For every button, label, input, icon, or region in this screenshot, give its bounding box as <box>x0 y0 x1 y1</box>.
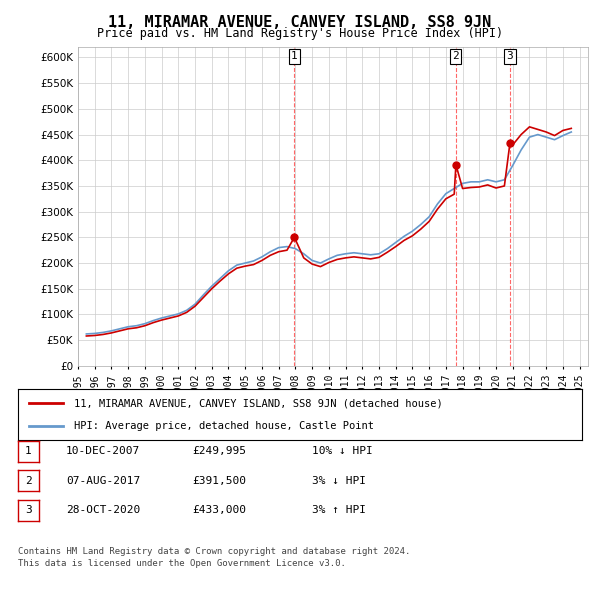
Text: 07-AUG-2017: 07-AUG-2017 <box>66 476 140 486</box>
Text: £249,995: £249,995 <box>192 447 246 456</box>
Text: This data is licensed under the Open Government Licence v3.0.: This data is licensed under the Open Gov… <box>18 559 346 568</box>
Text: 28-OCT-2020: 28-OCT-2020 <box>66 506 140 515</box>
Text: 3: 3 <box>506 51 513 61</box>
Text: 3% ↓ HPI: 3% ↓ HPI <box>312 476 366 486</box>
Text: 2: 2 <box>452 51 459 61</box>
Text: £391,500: £391,500 <box>192 476 246 486</box>
Text: 3% ↑ HPI: 3% ↑ HPI <box>312 506 366 515</box>
Text: 3: 3 <box>25 506 32 515</box>
Text: 10-DEC-2007: 10-DEC-2007 <box>66 447 140 456</box>
Text: £433,000: £433,000 <box>192 506 246 515</box>
Text: Price paid vs. HM Land Registry's House Price Index (HPI): Price paid vs. HM Land Registry's House … <box>97 27 503 40</box>
Text: 2: 2 <box>25 476 32 486</box>
Text: HPI: Average price, detached house, Castle Point: HPI: Average price, detached house, Cast… <box>74 421 374 431</box>
Text: 1: 1 <box>291 51 298 61</box>
Text: Contains HM Land Registry data © Crown copyright and database right 2024.: Contains HM Land Registry data © Crown c… <box>18 547 410 556</box>
Text: 1: 1 <box>25 447 32 456</box>
Text: 11, MIRAMAR AVENUE, CANVEY ISLAND, SS8 9JN: 11, MIRAMAR AVENUE, CANVEY ISLAND, SS8 9… <box>109 15 491 30</box>
Text: 10% ↓ HPI: 10% ↓ HPI <box>312 447 373 456</box>
Text: 11, MIRAMAR AVENUE, CANVEY ISLAND, SS8 9JN (detached house): 11, MIRAMAR AVENUE, CANVEY ISLAND, SS8 9… <box>74 398 443 408</box>
